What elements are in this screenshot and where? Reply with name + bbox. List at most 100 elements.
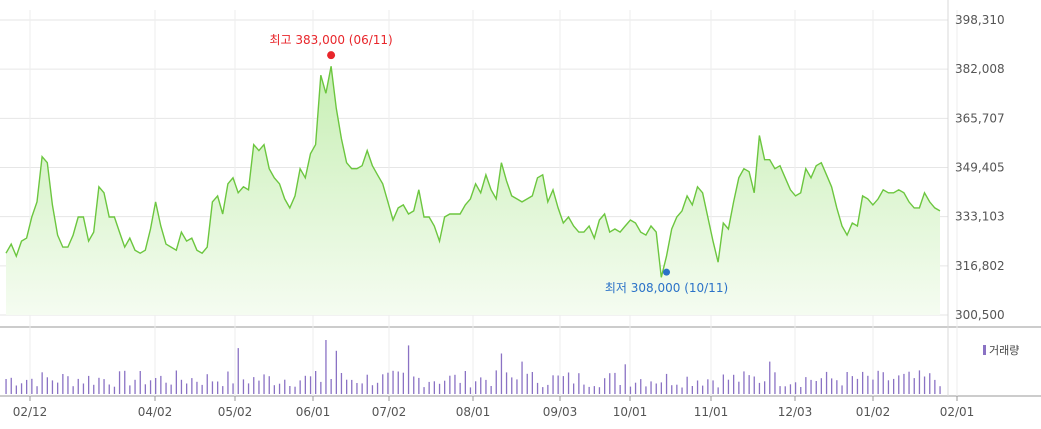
volume-bar <box>676 384 678 394</box>
volume-bar <box>505 372 508 394</box>
volume-bar <box>62 374 64 394</box>
volume-bar <box>376 382 379 394</box>
volume-bar <box>867 375 869 394</box>
price-area-fill <box>6 66 940 315</box>
volume-bar <box>217 381 219 394</box>
volume-bar <box>882 372 884 394</box>
volume-bar <box>722 374 724 394</box>
volume-bar <box>402 372 404 394</box>
volume-bar <box>155 378 157 394</box>
low-annotation: 최저 308,000 (10/11) <box>605 281 728 295</box>
price-line <box>5 66 941 278</box>
volume-bar <box>371 385 374 394</box>
volume-bar <box>309 376 312 394</box>
volume-bar <box>10 377 12 394</box>
volume-bar <box>134 379 136 394</box>
volume-bar <box>872 379 874 394</box>
volume-bar <box>268 376 270 394</box>
volume-bar <box>165 382 167 394</box>
y-tick-label: 349,405 <box>955 161 1005 175</box>
volume-bar <box>769 361 771 394</box>
volume-legend-label: 거래량 <box>989 344 1019 357</box>
volume-bar <box>490 386 492 394</box>
volume-bar <box>129 385 131 394</box>
volume-bar <box>41 372 43 394</box>
volume-bar <box>573 383 575 394</box>
volume-bar <box>475 381 477 394</box>
volume-bar <box>278 383 281 394</box>
volume-bar <box>46 377 48 394</box>
volume-bar <box>413 376 415 394</box>
volume-bar <box>423 387 425 394</box>
volume-bar <box>118 371 121 394</box>
volume-bar <box>361 383 363 394</box>
x-tick-label: 07/02 <box>372 405 407 419</box>
volume-bar <box>562 376 564 394</box>
y-tick-label: 382,008 <box>955 62 1005 76</box>
volume-bar <box>614 372 616 394</box>
volume-bar <box>206 374 208 394</box>
volume-bar <box>650 381 652 394</box>
volume-bar <box>660 382 662 394</box>
volume-bar <box>738 381 740 394</box>
volume-bar <box>934 379 936 394</box>
volume-bar <box>139 371 141 394</box>
volume-bar <box>320 381 322 394</box>
volume-bar <box>175 370 177 394</box>
volume-bar <box>593 386 595 394</box>
volume-bar <box>567 372 570 394</box>
volume-bar <box>315 371 317 394</box>
volume-bar <box>51 380 54 394</box>
volume-bar <box>583 384 585 394</box>
volume-bar <box>552 375 554 394</box>
volume-bar <box>604 378 606 394</box>
volume-bar <box>124 370 126 394</box>
volume-bar <box>397 371 399 394</box>
volume-bar <box>810 379 812 394</box>
volume-bar <box>438 383 441 394</box>
high-annotation: 최고 383,000 (06/11) <box>269 33 392 47</box>
volume-bar <box>536 382 539 394</box>
volume-bar <box>634 382 637 394</box>
volume-bar <box>191 378 193 394</box>
volume-bar <box>237 348 239 394</box>
volume-bar <box>521 361 523 394</box>
volume-bar <box>232 383 234 394</box>
volume-bar <box>382 374 384 394</box>
volume-bar <box>284 379 286 394</box>
volume-bar <box>72 386 74 394</box>
volume-bar <box>588 386 590 394</box>
volume-bar <box>727 379 730 394</box>
volume-bar <box>31 378 33 394</box>
volume-bar <box>392 370 394 394</box>
volume-bar <box>748 375 750 394</box>
y-tick-label: 316,802 <box>955 259 1005 273</box>
volume-bar <box>304 375 306 394</box>
volume-bar <box>26 379 28 394</box>
volume-bar <box>20 383 23 394</box>
volume-bar <box>893 378 895 394</box>
volume-bar <box>717 387 719 394</box>
volume-bar <box>557 375 559 394</box>
x-tick-label: 09/03 <box>543 405 578 419</box>
volume-bar <box>428 381 430 394</box>
volume-bar <box>665 373 668 394</box>
volume-bar <box>144 384 146 394</box>
volume-bar <box>815 381 817 394</box>
volume-bar <box>57 382 59 394</box>
x-tick-label: 01/02 <box>856 405 891 419</box>
volume-bar <box>444 380 446 394</box>
y-tick-label: 333,103 <box>955 210 1005 224</box>
volume-bar <box>764 381 766 394</box>
low-point-marker <box>663 268 671 276</box>
volume-bar <box>82 383 85 394</box>
volume-bar <box>253 377 255 394</box>
volume-bar <box>831 378 833 394</box>
volume-bars <box>5 340 941 394</box>
volume-bar <box>325 340 327 394</box>
volume-bar <box>681 387 683 394</box>
volume-bar <box>88 375 90 394</box>
volume-bar <box>335 350 337 394</box>
x-tick-label: 04/02 <box>138 405 173 419</box>
